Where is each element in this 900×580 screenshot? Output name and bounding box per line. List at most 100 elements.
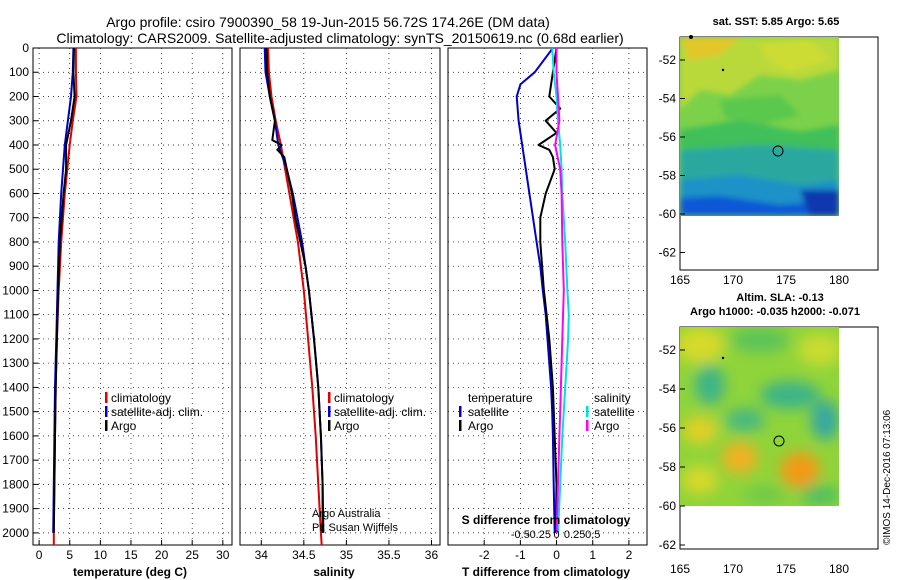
x-tick-label: 5 xyxy=(66,548,73,562)
x-tick-label: 34.5 xyxy=(292,548,316,562)
legend-swatch-satellite xyxy=(328,406,331,417)
map-lat-label: -58 xyxy=(659,460,677,474)
x-tick-label: 36 xyxy=(425,548,439,562)
y-tick-label: 1000 xyxy=(2,283,29,297)
x-tick-label: 10 xyxy=(94,548,108,562)
temperature-grid xyxy=(33,48,232,545)
y-tick-label: 1100 xyxy=(3,308,29,322)
legend-label-argo: Argo xyxy=(334,419,360,433)
x-tick-label: -1 xyxy=(515,548,526,562)
x-tick-label: 1 xyxy=(589,548,596,562)
credit-line1: Argo Australia xyxy=(312,508,381,520)
series-line-satellite-adj-clim- xyxy=(263,47,325,533)
x2-tick-label: -0.5 xyxy=(511,529,530,541)
legend-swatch-t-satellite xyxy=(459,406,462,417)
legend-swatch-t-argo xyxy=(459,420,462,431)
figure-title-line1: Argo profile: csiro 7900390_58 19-Jun-20… xyxy=(106,14,550,30)
s-difference-x-ticks: -0.5-0.25 0 0.25 0.5 xyxy=(511,529,600,541)
map-lon-label: 165 xyxy=(670,273,690,287)
map-lat-label: -54 xyxy=(659,92,677,106)
series-line-temperature-argo xyxy=(537,47,562,533)
y-tick-label: 1900 xyxy=(2,502,29,516)
series-line-climatology xyxy=(267,47,323,546)
series-line-salinity-argo xyxy=(554,48,565,533)
x-tick-label: 0 xyxy=(553,548,560,562)
sla-field-blobs xyxy=(680,327,839,505)
x-tick-label: 34 xyxy=(255,548,269,562)
sst-corner-marker xyxy=(689,35,693,39)
x-tick-label: 2 xyxy=(626,548,633,562)
map-lon-label: 170 xyxy=(723,273,743,287)
temperature-series xyxy=(52,47,78,545)
series-line-argo xyxy=(52,47,76,533)
salinity-x-label: salinity xyxy=(313,565,355,579)
legend-label-satellite: satellite-adj. clim. xyxy=(111,405,203,419)
legend-title-temperature: temperature xyxy=(468,391,533,405)
legend-label-argo: Argo xyxy=(111,419,137,433)
x-tick-label: 0 xyxy=(36,548,43,562)
map-lon-label: 175 xyxy=(776,562,796,576)
salinity-x-ticks: 34 34.5 35 35.5 36 xyxy=(255,540,439,562)
legend-swatch-argo xyxy=(328,420,331,431)
map-lon-label: 170 xyxy=(723,562,743,576)
t-difference-x-ticks: -2 -1 0 1 2 xyxy=(479,540,633,562)
sst-map-title: sat. SST: 5.85 Argo: 5.65 xyxy=(713,16,840,28)
y-tick-label: 300 xyxy=(9,114,29,128)
t-difference-label: T difference from climatology xyxy=(462,565,630,579)
legend-swatch-climatology xyxy=(105,392,108,403)
credit-line2: PI: Susan Wijffels xyxy=(312,522,398,534)
difference-plot-frame xyxy=(447,47,648,546)
x2-tick-label: 0.25 xyxy=(564,529,585,541)
temperature-x-ticks: 0 5 10 15 20 25 30 xyxy=(36,540,230,562)
y-tick-label: 1600 xyxy=(2,429,29,443)
map-lat-label: -58 xyxy=(659,169,677,183)
map-lon-label: 180 xyxy=(829,562,849,576)
x2-tick-label: 0.5 xyxy=(585,529,600,541)
y-tick-label: 400 xyxy=(9,138,29,152)
y-tick-label: 1200 xyxy=(2,332,29,346)
sst-map: sat. SST: 5.85 Argo: 5.65 165 170 1 xyxy=(659,16,879,287)
series-line-argo xyxy=(265,47,324,533)
map-lon-label: 180 xyxy=(829,273,849,287)
sst-field-patches xyxy=(680,37,839,216)
y-tick-label: 800 xyxy=(9,235,29,249)
y-tick-label: 1700 xyxy=(2,453,29,467)
legend-swatch-s-satellite xyxy=(586,406,589,417)
y-tick-label: 600 xyxy=(9,186,29,200)
depth-axis-ticks: 0 100 200 300 400 500 600 700 800 900 1000 1100 1200… xyxy=(2,41,38,540)
sla-map-title-line2: Argo h1000: -0.035 h2000: -0.071 xyxy=(690,306,860,318)
legend-swatch-argo xyxy=(105,420,108,431)
map-lat-label: -54 xyxy=(659,382,677,396)
x2-tick-label: -0.25 xyxy=(526,529,551,541)
map-lat-label: -56 xyxy=(659,130,677,144)
y-tick-label: 900 xyxy=(9,259,29,273)
x-tick-label: 15 xyxy=(124,548,138,562)
figure-title-line2: Climatology: CARS2009. Satellite-adjuste… xyxy=(56,30,623,46)
legend-label-s-satellite: satellite xyxy=(594,405,635,419)
map-lon-label: 165 xyxy=(670,562,690,576)
y-tick-label: 1400 xyxy=(2,380,29,394)
map-lon-label: 175 xyxy=(776,273,796,287)
sla-map: Altim. SLA: -0.13 Argo h1000: -0.035 h20… xyxy=(659,292,879,576)
legend-label-t-argo: Argo xyxy=(468,419,494,433)
map-lat-label: -52 xyxy=(659,343,677,357)
x-tick-label: 30 xyxy=(216,548,230,562)
sla-island-marker xyxy=(721,356,725,360)
salinity-plot-frame xyxy=(239,47,441,546)
sst-field xyxy=(680,37,839,216)
y-tick-label: 100 xyxy=(9,65,29,79)
salinity-series xyxy=(263,47,325,546)
map-lat-label: -60 xyxy=(659,499,677,513)
sst-argo-location-marker xyxy=(772,145,784,157)
map-lat-label: -60 xyxy=(659,207,677,221)
temperature-plot-frame xyxy=(32,47,233,546)
x-tick-label: -2 xyxy=(479,548,490,562)
y-tick-label: 1800 xyxy=(2,477,29,491)
difference-legend: temperature satellite Argo salinity sate… xyxy=(459,391,635,433)
temperature-panel: 0 5 10 15 20 25 30 0 100 200 300 400 500 600 700 800 90… xyxy=(2,41,233,579)
legend-label-s-argo: Argo xyxy=(594,419,620,433)
series-line-salinity-satellite xyxy=(551,47,570,533)
salinity-grid xyxy=(240,48,440,545)
legend-label-climatology: climatology xyxy=(111,391,171,405)
temperature-legend: climatology satellite-adj. clim. Argo xyxy=(105,391,203,433)
